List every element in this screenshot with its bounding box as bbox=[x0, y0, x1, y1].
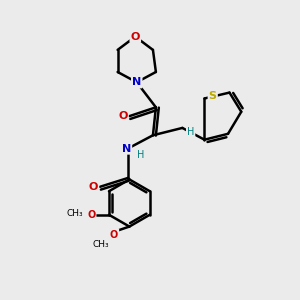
Text: CH₃: CH₃ bbox=[92, 240, 109, 249]
Text: O: O bbox=[87, 210, 95, 220]
Text: O: O bbox=[110, 230, 118, 239]
Text: N: N bbox=[122, 143, 131, 154]
Text: O: O bbox=[89, 182, 98, 192]
Text: O: O bbox=[118, 111, 128, 121]
Text: S: S bbox=[209, 91, 217, 100]
Text: H: H bbox=[136, 150, 144, 160]
Text: H: H bbox=[187, 127, 194, 137]
Text: N: N bbox=[132, 77, 141, 87]
Text: CH₃: CH₃ bbox=[66, 209, 83, 218]
Text: O: O bbox=[130, 32, 140, 42]
